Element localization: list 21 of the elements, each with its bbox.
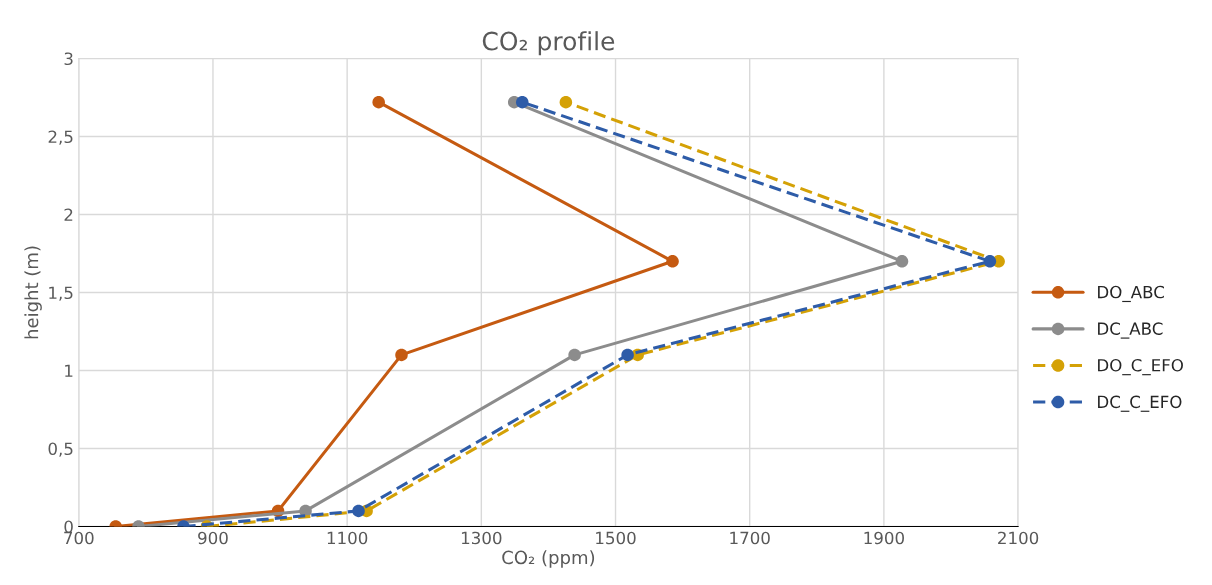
- legend-label: DO_C_EFO: [1098, 358, 1183, 376]
- legend-label: DC_ABC: [1098, 322, 1163, 339]
- y-tick-label: 0,5: [48, 442, 73, 457]
- y-tick-label: 1: [65, 364, 73, 377]
- x-tick-label: 1900: [864, 531, 904, 545]
- x-tick-label: 900: [198, 531, 228, 545]
- legend-label: DO_ABC: [1098, 285, 1164, 303]
- legend-label: DC_C_EFO: [1098, 395, 1182, 412]
- y-tick-label: 2: [64, 208, 73, 221]
- x-tick-label: 1700: [730, 531, 770, 545]
- x-tick-label: 1100: [327, 531, 368, 545]
- y-tick-label: 1,5: [49, 286, 73, 301]
- x-tick-label: 2100: [998, 531, 1039, 545]
- x-tick-label: 1300: [461, 531, 502, 545]
- x-tick-label: 700: [64, 531, 94, 545]
- y-tick-label: 2,5: [48, 130, 73, 145]
- y-tick-label: 3: [64, 52, 73, 66]
- chart-title: CO₂ profile: [482, 31, 615, 56]
- y-axis-title: height (m): [24, 246, 42, 339]
- x-axis-title: CO₂ (ppm): [502, 550, 595, 568]
- x-tick-label: 1500: [596, 531, 636, 545]
